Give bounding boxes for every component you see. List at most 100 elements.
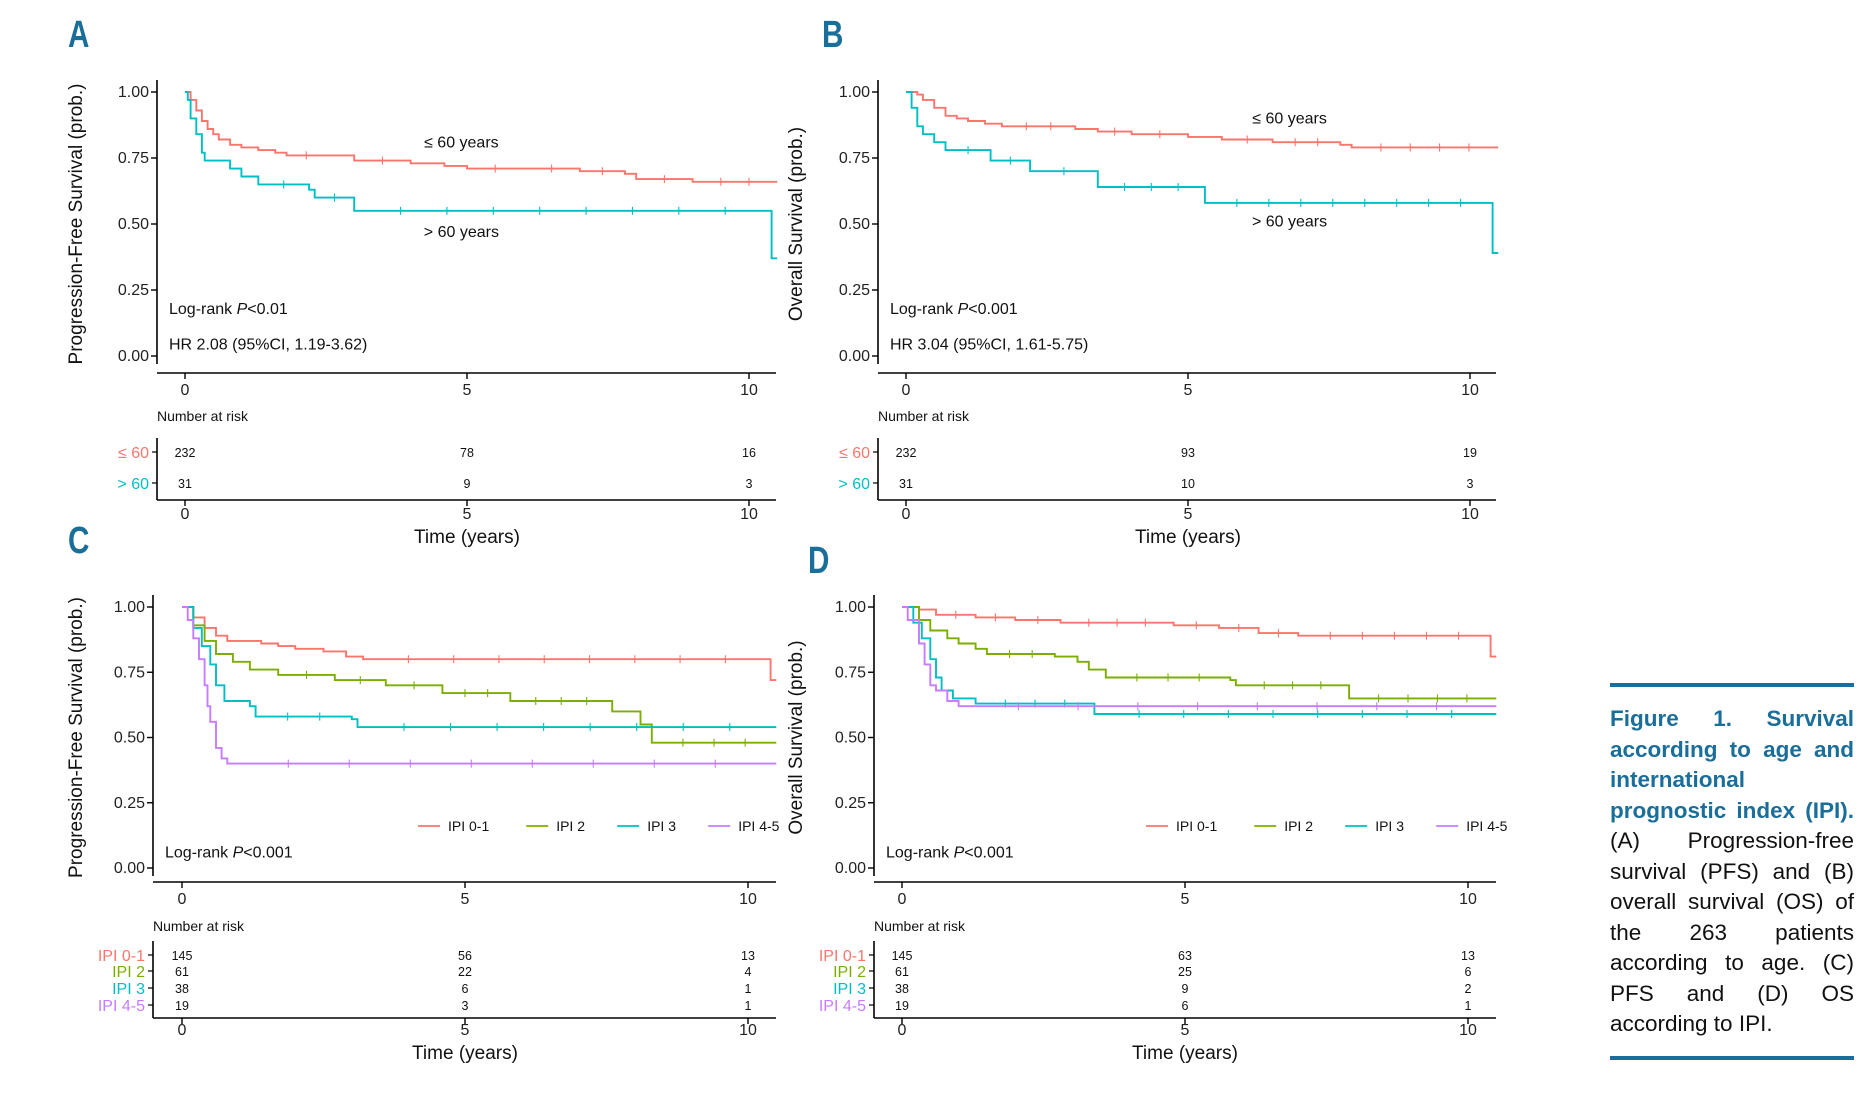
risk-x-tick-label: 0 — [898, 1022, 907, 1039]
risk-table-title: Number at risk — [878, 408, 970, 424]
km-curve — [902, 606, 1497, 700]
risk-count: 145 — [172, 949, 193, 963]
risk-row-label: ≤ 60 — [839, 445, 870, 462]
y-tick-label: 1.00 — [835, 599, 866, 616]
chart-panel-c: 0.000.250.500.751.000 5 10Progression-Free… — [66, 595, 780, 1064]
logrank-p: P — [954, 845, 965, 862]
x-axis-label: Time (years) — [1135, 527, 1241, 548]
y-tick-label: 0.25 — [839, 282, 870, 299]
risk-count: 6 — [1182, 999, 1189, 1013]
risk-x-tick-label: 0 — [181, 506, 190, 523]
chart-panel-a: 0.00 0.25 0.50 0.75 1.00 0 5 10 Progression-Free… — [66, 80, 778, 548]
risk-count: 232 — [175, 446, 196, 460]
y-tick-label: 0.50 — [114, 730, 145, 747]
y-axis-label: Overall Survival (prob.) — [786, 127, 807, 321]
x-tick-label: 10 — [1461, 382, 1479, 399]
risk-count: 19 — [175, 999, 189, 1013]
risk-count: 31 — [899, 477, 913, 491]
risk-count: 3 — [1467, 477, 1474, 491]
risk-count: 9 — [1182, 982, 1189, 996]
risk-count: 78 — [460, 446, 474, 460]
caption-body: (A) Progression-free survival (PFS) and … — [1610, 828, 1854, 1036]
risk-row-label: IPI 0-1 — [98, 948, 145, 965]
risk-count: 3 — [746, 477, 753, 491]
panel-letter-b: B — [822, 14, 844, 56]
risk-row-label: IPI 3 — [833, 981, 866, 998]
risk-row-label: > 60 — [838, 476, 870, 493]
logrank-prefix: Log-rank — [169, 301, 237, 318]
y-tick-label: 0.50 — [835, 730, 866, 747]
risk-count: 13 — [1461, 949, 1475, 963]
caption-heading: Figure 1. Survival according to age and … — [1610, 706, 1854, 823]
y-tick-label: 0.00 — [118, 348, 149, 365]
hazard-ratio-text: HR 3.04 (95%CI, 1.61-5.75) — [890, 336, 1088, 353]
y-tick-label: 0.25 — [114, 795, 145, 812]
risk-count: 13 — [741, 949, 755, 963]
logrank-p: P — [237, 301, 248, 318]
risk-row-label: IPI 4-5 — [98, 998, 145, 1015]
y-tick-label: 0.25 — [835, 795, 866, 812]
risk-x-tick-label: 5 — [461, 1022, 470, 1039]
y-tick-label: 0.75 — [839, 150, 870, 167]
y-tick-label: 0.25 — [118, 282, 149, 299]
km-curve — [182, 606, 777, 765]
x-tick-label: 5 — [1181, 891, 1190, 908]
risk-count: 63 — [1178, 949, 1192, 963]
risk-count: 22 — [458, 965, 472, 979]
x-axis-label: Time (years) — [1132, 1043, 1238, 1064]
legend-label: IPI 3 — [647, 818, 676, 834]
x-tick-label: 0 — [178, 891, 187, 908]
x-tick-label: 5 — [463, 382, 472, 399]
risk-table-title: Number at risk — [153, 918, 245, 934]
y-tick-label: 1.00 — [114, 599, 145, 616]
risk-count: 16 — [742, 446, 756, 460]
risk-x-tick-label: 0 — [178, 1022, 187, 1039]
risk-count: 145 — [892, 949, 913, 963]
legend-label: IPI 2 — [1284, 818, 1313, 834]
y-tick-label: 1.00 — [118, 84, 149, 101]
logrank-prefix: Log-rank — [886, 845, 954, 862]
risk-count: 6 — [462, 982, 469, 996]
logrank-value: <0.001 — [968, 301, 1017, 318]
logrank-p: P — [958, 301, 969, 318]
y-tick-label: 0.75 — [835, 664, 866, 681]
caption-text: Figure 1. Survival according to age and … — [1610, 704, 1854, 1040]
risk-x-tick-label: 10 — [740, 506, 758, 523]
risk-count: 3 — [462, 999, 469, 1013]
series-end-label: ≤ 60 years — [424, 134, 499, 151]
legend-label: IPI 4-5 — [1466, 818, 1507, 834]
logrank-value: <0.01 — [247, 301, 288, 318]
risk-count: 6 — [1465, 965, 1472, 979]
risk-count: 25 — [1178, 965, 1192, 979]
y-tick-label: 0.50 — [118, 216, 149, 233]
risk-row-label: ≤ 60 — [118, 445, 149, 462]
y-tick-label: 0.00 — [835, 860, 866, 877]
caption-rule-bottom — [1610, 1055, 1854, 1060]
risk-row-label: IPI 0-1 — [819, 948, 866, 965]
legend-label: IPI 4-5 — [738, 818, 779, 834]
risk-row-label: > 60 — [117, 476, 149, 493]
risk-count: 1 — [1465, 999, 1472, 1013]
y-axis-label: Progression-Free Survival (prob.) — [66, 597, 87, 878]
y-tick-label: 0.00 — [839, 348, 870, 365]
km-curve — [902, 606, 1497, 715]
risk-count: 93 — [1181, 446, 1195, 460]
risk-count: 19 — [895, 999, 909, 1013]
risk-count: 232 — [896, 446, 917, 460]
risk-x-tick-label: 5 — [1181, 1022, 1190, 1039]
legend-label: IPI 2 — [556, 818, 585, 834]
panel-letter-a: A — [68, 14, 90, 56]
risk-x-tick-label: 5 — [463, 506, 472, 523]
logrank-prefix: Log-rank — [165, 845, 233, 862]
risk-x-tick-label: 0 — [902, 506, 911, 523]
x-tick-label: 0 — [898, 891, 907, 908]
risk-count: 10 — [1181, 477, 1195, 491]
x-tick-label: 0 — [902, 382, 911, 399]
x-axis-label: Time (years) — [414, 527, 520, 548]
series-end-label: ≤ 60 years — [1252, 111, 1327, 128]
x-tick-label: 5 — [1184, 382, 1193, 399]
x-tick-label: 10 — [1459, 891, 1477, 908]
risk-row-label: IPI 3 — [112, 981, 145, 998]
legend-label: IPI 3 — [1375, 818, 1404, 834]
